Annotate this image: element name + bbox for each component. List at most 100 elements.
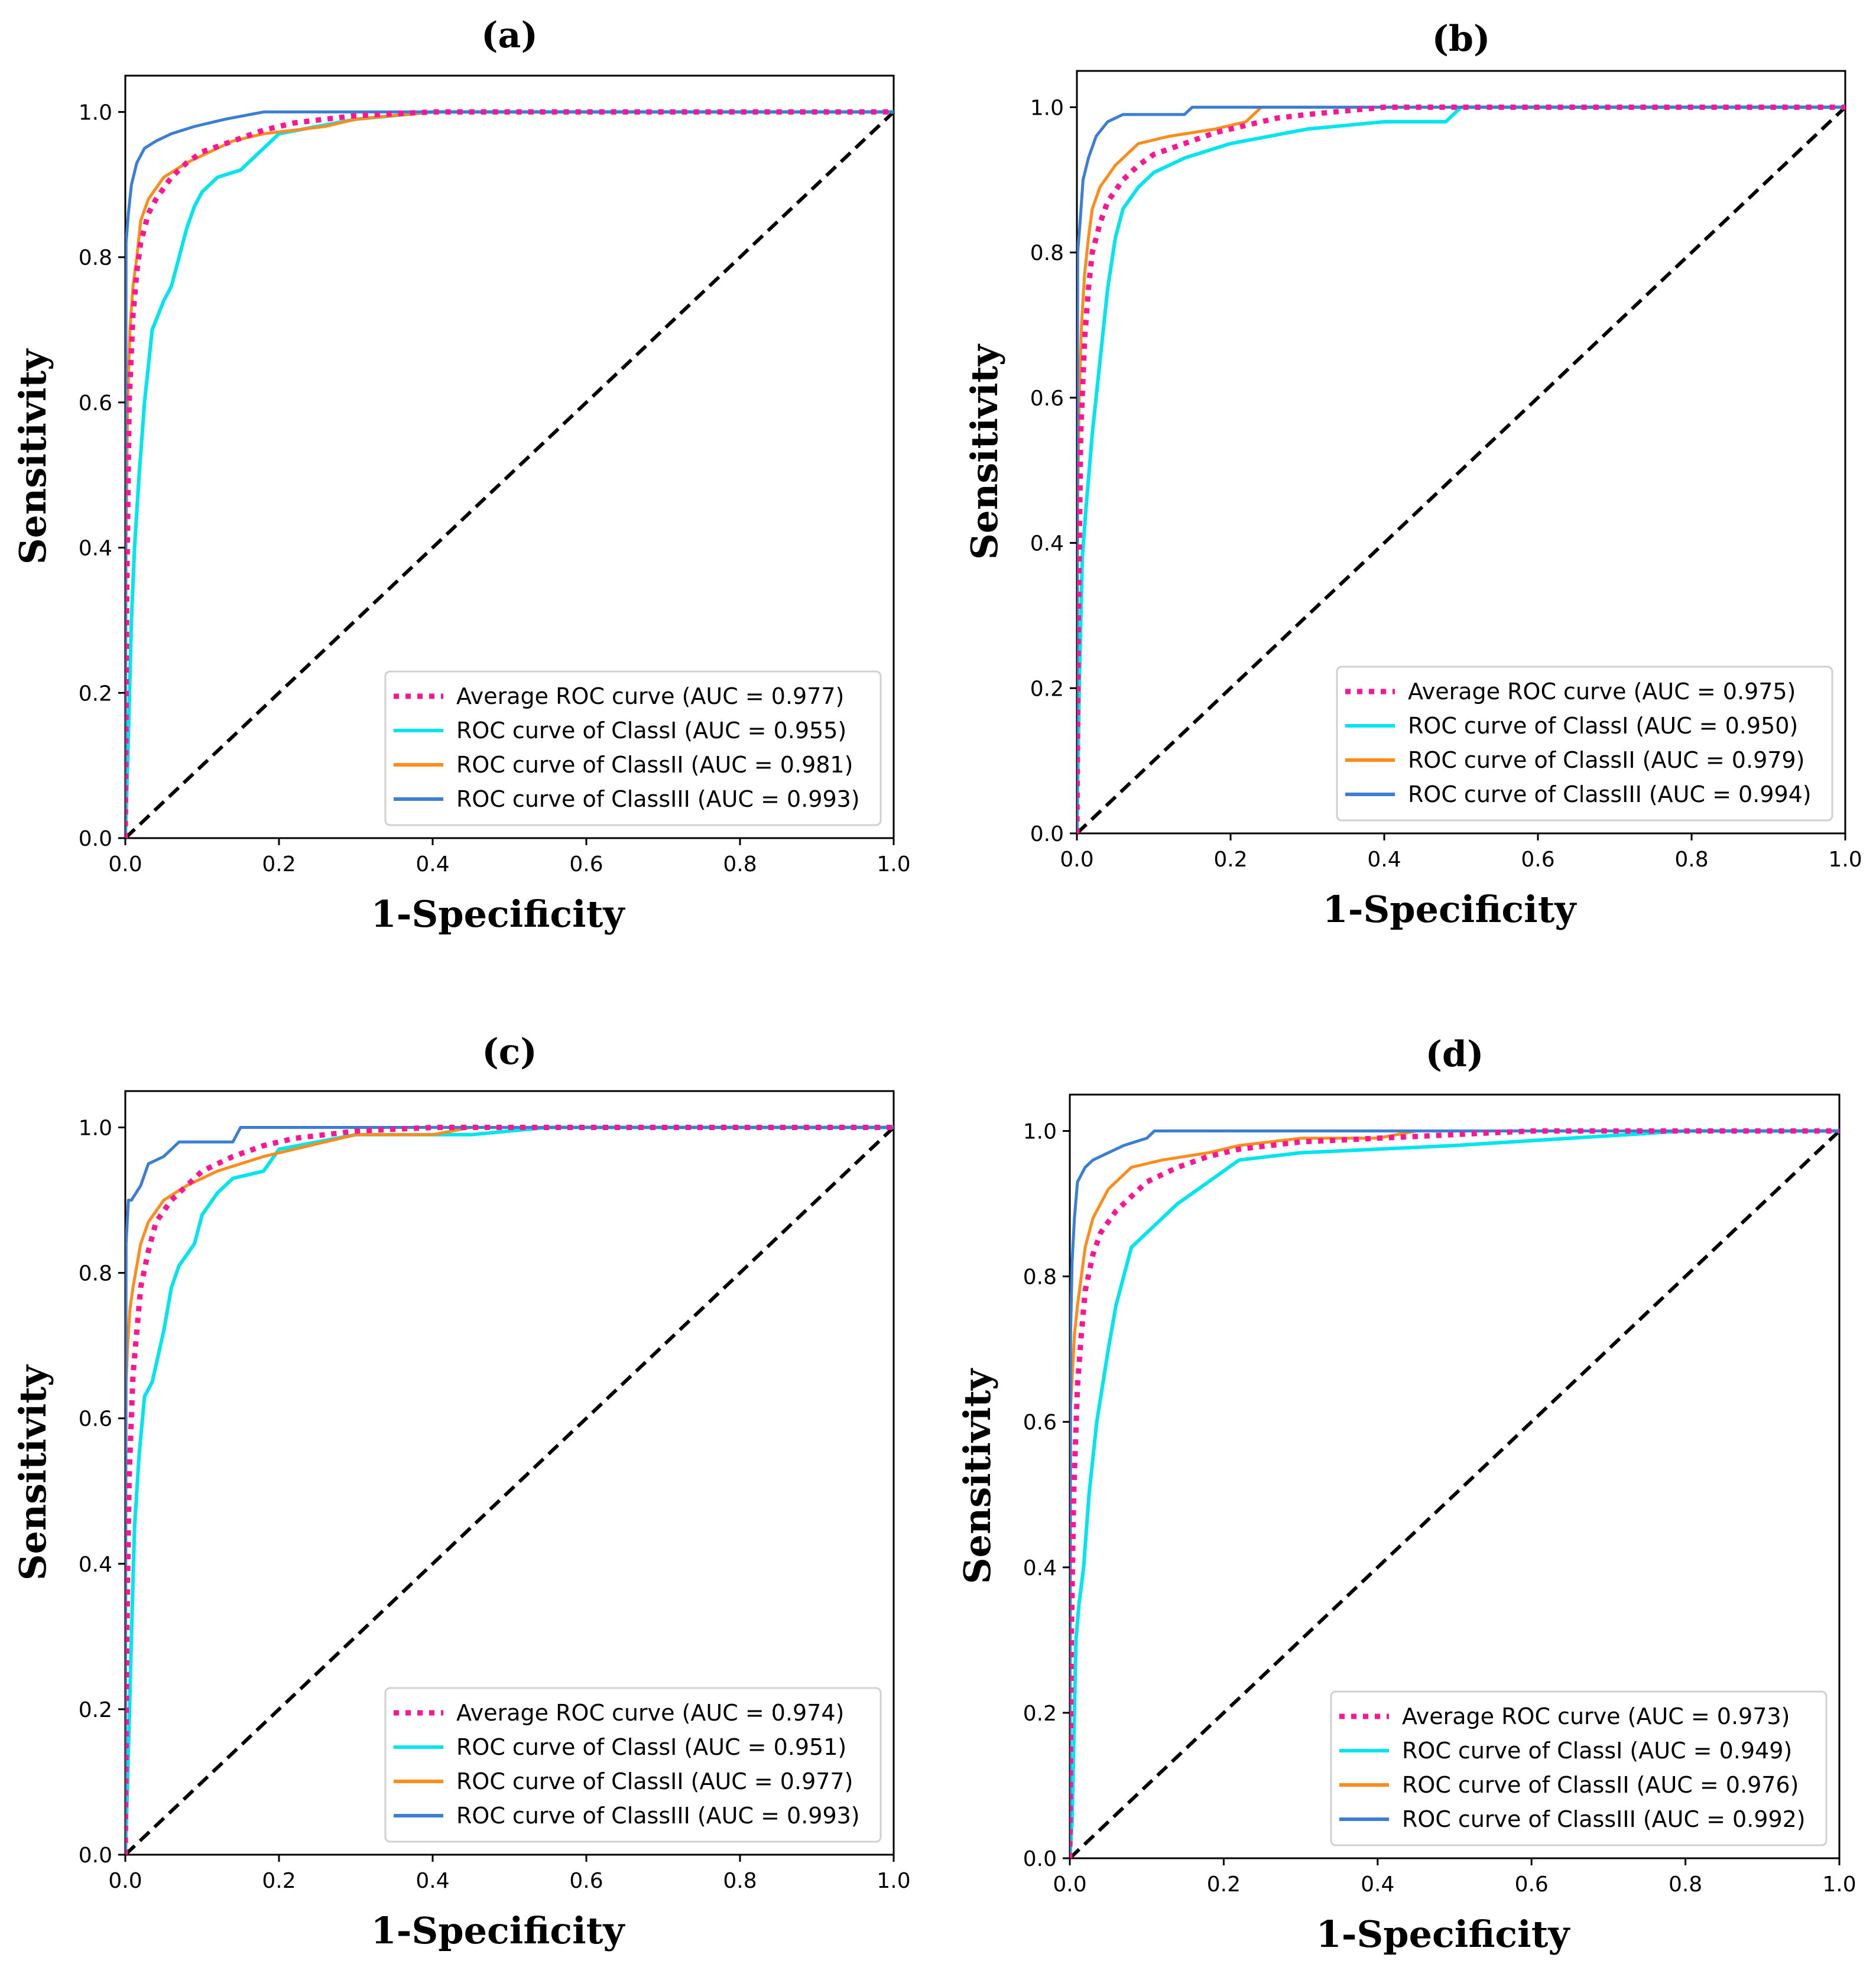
legend-entry: Average ROC curve (AUC = 0.975) bbox=[1408, 679, 1796, 705]
y-tick-label: 0.0 bbox=[1023, 1847, 1057, 1871]
series-line-average bbox=[1070, 1128, 1839, 1858]
x-tick-label: 1.0 bbox=[1828, 848, 1862, 872]
x-tick-label: 0.8 bbox=[723, 852, 757, 877]
chart-panel-c: (c) 0.0 0.2 0.4 0.6 0.8 1.0 0.0 0.2 0.4 0.6 0.8 1.0 1… bbox=[11, 1031, 911, 1952]
x-tick-label: 0.2 bbox=[1207, 1872, 1241, 1897]
x-tick-label: 1.0 bbox=[877, 1869, 910, 1893]
x-tick-label: 0.4 bbox=[1367, 848, 1401, 872]
legend-entry: ROC curve of ClassI (AUC = 0.950) bbox=[1408, 713, 1798, 739]
legend-entry: ROC curve of ClassI (AUC = 0.949) bbox=[1402, 1738, 1792, 1764]
series-line-average bbox=[1077, 104, 1845, 833]
x-tick-label: 0.2 bbox=[1213, 848, 1247, 872]
x-tick-label: 0.6 bbox=[1521, 848, 1554, 872]
y-tick-label: 1.0 bbox=[79, 1116, 112, 1141]
legend-entry: ROC curve of ClassIII (AUC = 0.993) bbox=[456, 786, 860, 812]
y-tick-label: 0.8 bbox=[1023, 1265, 1057, 1290]
y-tick-label: 1.0 bbox=[1023, 1120, 1057, 1144]
series-line-class-iii bbox=[125, 1126, 894, 1855]
x-tick-label: 1.0 bbox=[1822, 1872, 1856, 1897]
chance-diagonal-line bbox=[125, 1126, 894, 1855]
legend-entry: ROC curve of ClassII (AUC = 0.977) bbox=[456, 1768, 853, 1794]
legend-box bbox=[384, 1687, 882, 1843]
series-line-class-i bbox=[1070, 1129, 1839, 1858]
y-axis-label: Sensitivity bbox=[11, 348, 54, 564]
legend-entry: ROC curve of ClassI (AUC = 0.955) bbox=[456, 718, 846, 744]
x-axis-label: 1-Specificity bbox=[371, 1909, 626, 1952]
legend-entry: Average ROC curve (AUC = 0.973) bbox=[1402, 1703, 1790, 1729]
x-tick-label: 0.6 bbox=[1515, 1872, 1549, 1897]
legend-entry: ROC curve of ClassIII (AUC = 0.994) bbox=[1408, 781, 1812, 807]
series-line-class-iii bbox=[1077, 105, 1845, 833]
chart-title: (c) bbox=[482, 1031, 537, 1073]
legend-entry: Average ROC curve (AUC = 0.974) bbox=[456, 1700, 844, 1726]
chart-panel-d: (d) 0.0 0.2 0.4 0.6 0.8 1.0 0.0 0.2 0.4 0.6 0.8 1.0 1… bbox=[956, 1034, 1856, 1956]
legend-entry: ROC curve of ClassIII (AUC = 0.993) bbox=[456, 1803, 860, 1829]
y-tick-label: 0.4 bbox=[1030, 532, 1064, 556]
y-tick-label: 0.8 bbox=[79, 246, 112, 270]
x-tick-label: 0.0 bbox=[1060, 848, 1093, 872]
series-line-class-iii bbox=[125, 110, 894, 838]
y-tick-label: 0.2 bbox=[1030, 677, 1064, 701]
y-tick-label: 0.2 bbox=[79, 681, 112, 706]
x-tick-label: 0.8 bbox=[723, 1869, 757, 1893]
y-tick-label: 0.6 bbox=[79, 391, 112, 416]
legend-entry: ROC curve of ClassII (AUC = 0.981) bbox=[456, 752, 853, 778]
legend-box bbox=[1330, 1690, 1828, 1846]
legend-entry: ROC curve of ClassI (AUC = 0.951) bbox=[456, 1734, 846, 1760]
series-line-class-ii bbox=[125, 1126, 894, 1855]
legend-entry: ROC curve of ClassII (AUC = 0.976) bbox=[1402, 1772, 1799, 1798]
y-tick-label: 0.0 bbox=[79, 1843, 112, 1868]
y-tick-label: 0.2 bbox=[79, 1698, 112, 1722]
chance-diagonal-line bbox=[125, 111, 894, 838]
y-tick-label: 1.0 bbox=[1030, 96, 1064, 120]
chart-title: (b) bbox=[1432, 18, 1491, 60]
y-tick-label: 1.0 bbox=[79, 100, 112, 125]
x-tick-label: 0.0 bbox=[108, 1869, 142, 1893]
y-tick-label: 0.6 bbox=[1030, 387, 1064, 411]
x-tick-label: 0.2 bbox=[262, 1869, 296, 1893]
legend-entry: ROC curve of ClassIII (AUC = 0.992) bbox=[1402, 1806, 1806, 1832]
chance-diagonal-line bbox=[1070, 1129, 1839, 1858]
y-tick-label: 0.4 bbox=[79, 1553, 112, 1577]
x-tick-label: 0.8 bbox=[1669, 1872, 1702, 1897]
y-tick-label: 0.2 bbox=[1023, 1702, 1057, 1726]
x-tick-label: 0.4 bbox=[1361, 1872, 1394, 1897]
series-line-class-iii bbox=[1070, 1129, 1839, 1858]
series-line-average bbox=[125, 109, 894, 838]
y-tick-label: 0.0 bbox=[1030, 822, 1064, 846]
x-axis-label: 1-Specificity bbox=[1316, 1913, 1571, 1956]
y-tick-label: 0.8 bbox=[79, 1262, 112, 1286]
legend-entry: Average ROC curve (AUC = 0.977) bbox=[456, 683, 844, 709]
y-tick-label: 0.0 bbox=[79, 827, 112, 851]
series-line-class-i bbox=[1077, 105, 1845, 833]
x-axis-label: 1-Specificity bbox=[1323, 888, 1578, 931]
chart-panel-a: (a) 0.0 0.2 0.4 0.6 0.8 1.0 0.0 0.2 0.4 0.6 0.8 1.0 1… bbox=[11, 15, 911, 936]
series-line-average bbox=[125, 1125, 894, 1855]
y-tick-label: 0.4 bbox=[79, 537, 112, 561]
series-line-class-ii bbox=[125, 110, 894, 838]
y-axis-label: Sensitivity bbox=[11, 1364, 54, 1580]
x-tick-label: 0.8 bbox=[1674, 848, 1708, 872]
chart-title: (a) bbox=[481, 15, 538, 56]
series-line-class-ii bbox=[1070, 1129, 1839, 1858]
legend-box bbox=[1336, 666, 1833, 822]
x-tick-label: 0.0 bbox=[108, 852, 142, 877]
series-line-class-ii bbox=[1077, 105, 1845, 833]
legend-entry: ROC curve of ClassII (AUC = 0.979) bbox=[1408, 747, 1804, 773]
chance-diagonal-line bbox=[1077, 106, 1845, 833]
x-tick-label: 0.6 bbox=[569, 852, 603, 877]
y-tick-label: 0.4 bbox=[1023, 1556, 1057, 1580]
y-axis-label: Sensitivity bbox=[963, 343, 1006, 560]
y-tick-label: 0.8 bbox=[1030, 241, 1064, 265]
x-axis-label: 1-Specificity bbox=[371, 892, 626, 936]
x-tick-label: 0.2 bbox=[262, 852, 296, 877]
legend-box bbox=[384, 670, 882, 826]
x-tick-label: 0.6 bbox=[569, 1869, 603, 1893]
x-tick-label: 0.4 bbox=[416, 852, 449, 877]
y-tick-label: 0.6 bbox=[79, 1407, 112, 1432]
x-tick-label: 0.4 bbox=[416, 1869, 449, 1893]
x-tick-label: 1.0 bbox=[877, 852, 910, 877]
chart-title: (d) bbox=[1426, 1034, 1484, 1075]
y-axis-label: Sensitivity bbox=[956, 1368, 999, 1584]
